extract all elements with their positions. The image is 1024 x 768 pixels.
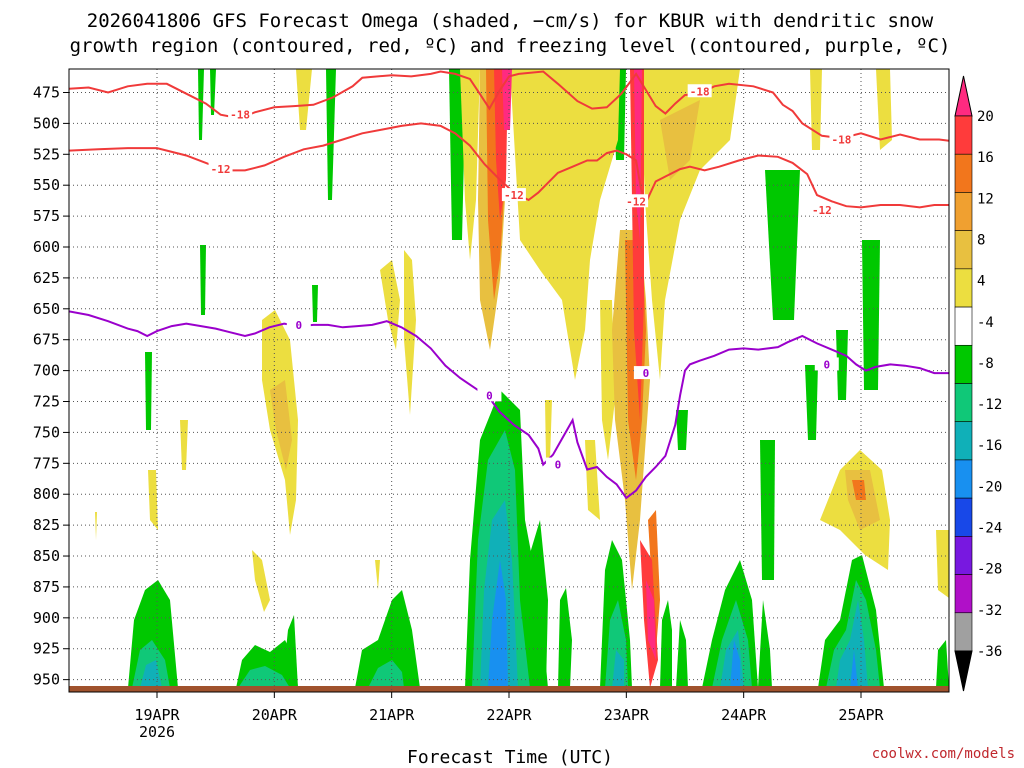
y-tick-label: 775: [33, 454, 60, 472]
y-tick-label: 825: [33, 516, 60, 534]
colorbar-box: [954, 459, 973, 499]
colorbar-box: [954, 574, 973, 614]
contour-label: 0: [555, 459, 562, 472]
y-tick-label: 950: [33, 671, 60, 689]
colorbar-label: -36: [977, 644, 1002, 660]
y-tick-label: 900: [33, 609, 60, 627]
colorbar-label: -24: [977, 521, 1002, 537]
contour-label-bg: [809, 202, 834, 216]
contour-label-bg: [501, 188, 526, 202]
contour-label: -18: [230, 109, 250, 122]
colorbar: 20 16 12 8 4 -4 -8 -12 -16 -20 -24 -28 -32 -36: [954, 75, 1002, 692]
colorbar-box: [954, 383, 973, 423]
contour-label-bg: [545, 457, 570, 471]
contour-label-bg: [208, 162, 233, 176]
x-tick-label: 21APR: [369, 706, 415, 724]
y-axis: 475 500 525 550 575 600 625 650 675 700 725 750 775 8…: [33, 83, 69, 689]
colorbar-label: -8: [977, 356, 994, 372]
y-tick-label: 475: [33, 83, 60, 101]
colorbar-box: [954, 268, 973, 308]
colorbar-label: 4: [977, 274, 985, 290]
contour-label: -18: [690, 85, 710, 98]
colorbar-box: [954, 115, 973, 155]
x-tick-label: 24APR: [721, 706, 767, 724]
y-tick-label: 700: [33, 362, 60, 380]
chart-title-line-1: 2026041806 GFS Forecast Omega (shaded, −…: [87, 10, 934, 32]
contour-label-layer: 0 0 0 0 0 -12 -12 -12 -12 -18 -18 -18: [208, 84, 854, 472]
contour-label: -18: [832, 133, 852, 146]
contour-line: [69, 310, 949, 500]
colorbar-box: [954, 153, 973, 193]
y-tick-label: 500: [33, 114, 60, 132]
colorbar-label: 16: [977, 150, 994, 166]
colorbar-label: -12: [977, 397, 1002, 413]
y-tick-label: 650: [33, 300, 60, 318]
x-tick-label: 20APR: [252, 706, 298, 724]
colorbar-box: [954, 344, 973, 384]
x-tick-label: 23APR: [604, 706, 650, 724]
contour-label: -12: [812, 204, 832, 217]
x-tick-label: 19APR: [134, 706, 180, 724]
contour-label-bg: [814, 357, 839, 371]
contour-label: -12: [504, 189, 524, 202]
x-axis-year-label: 2026: [139, 723, 175, 741]
x-axis: 19APR 20APR 21APR 22APR 23APR 24APR 25APR: [134, 692, 885, 724]
colorbar-box: [954, 230, 973, 270]
omega-shading: [95, 69, 949, 688]
contour-label: 0: [486, 389, 493, 402]
colorbar-label: -28: [977, 562, 1002, 578]
contour-label: 0: [295, 319, 302, 332]
contour-label: 0: [643, 367, 650, 380]
credit-text: coolwx.com/models: [872, 746, 1015, 762]
colorbar-label: 20: [977, 109, 994, 125]
chart-title-line-2: growth region (contoured, red, ºC) and f…: [70, 35, 951, 57]
colorbar-label: 8: [977, 232, 985, 248]
contour-label: 0: [823, 358, 830, 371]
y-tick-label: 675: [33, 331, 60, 349]
y-tick-label: 600: [33, 238, 60, 256]
y-tick-label: 550: [33, 176, 60, 194]
contour-label-bg: [477, 388, 502, 402]
contour-label-bg: [829, 132, 854, 146]
colorbar-label: -32: [977, 603, 1002, 619]
colorbar-label: 12: [977, 191, 994, 207]
y-tick-label: 925: [33, 640, 60, 658]
y-tick-label: 625: [33, 269, 60, 287]
contour-label-bg: [633, 366, 658, 380]
colorbar-label: -16: [977, 438, 1002, 454]
x-tick-label: 22APR: [486, 706, 532, 724]
grid-lines: [69, 69, 949, 692]
colorbar-box: [954, 612, 973, 652]
colorbar-box: [954, 536, 973, 575]
contour-label-bg: [286, 317, 311, 331]
colorbar-box: [954, 497, 973, 537]
colorbar-bottom-triangle: [954, 650, 973, 692]
y-tick-label: 875: [33, 578, 60, 596]
colorbar-box: [954, 192, 973, 231]
contour-line: [69, 122, 949, 209]
contour-label-bg: [228, 107, 253, 121]
y-tick-label: 750: [33, 423, 60, 441]
contour-label: -12: [211, 163, 231, 176]
contour-label-bg: [687, 84, 712, 98]
contour-label-bg: [624, 194, 649, 208]
contour-label: -12: [626, 195, 646, 208]
y-tick-label: 850: [33, 547, 60, 565]
colorbar-label: -4: [977, 315, 994, 331]
x-axis-title: Forecast Time (UTC): [407, 747, 613, 768]
y-tick-label: 800: [33, 485, 60, 503]
colorbar-box: [954, 421, 973, 461]
y-tick-label: 725: [33, 393, 60, 411]
y-tick-label: 525: [33, 145, 60, 163]
colorbar-top-triangle: [954, 75, 973, 117]
x-tick-label: 25APR: [838, 706, 884, 724]
colorbar-box: [954, 306, 973, 346]
colorbar-label: -20: [977, 479, 1002, 495]
y-tick-label: 575: [33, 207, 60, 225]
